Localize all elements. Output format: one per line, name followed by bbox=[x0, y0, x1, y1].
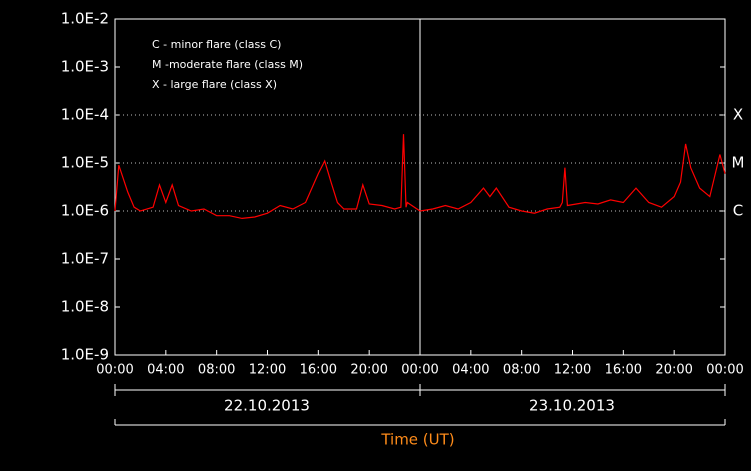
legend-text: M -moderate flare (class M) bbox=[152, 58, 303, 71]
x-tick-label: 16:00 bbox=[300, 363, 337, 378]
legend-text: X - large flare (class X) bbox=[152, 78, 277, 91]
y-tick-label: 1.0E-7 bbox=[61, 250, 109, 268]
day-label: 22.10.2013 bbox=[224, 397, 310, 415]
day-brackets bbox=[114, 384, 726, 426]
x-tick-label: 20:00 bbox=[655, 363, 692, 378]
flux-line bbox=[114, 134, 726, 220]
class-label: M bbox=[732, 154, 745, 172]
y-tick-label: 1.0E-5 bbox=[61, 154, 109, 172]
x-tick-label: 20:00 bbox=[350, 363, 387, 378]
class-label: C bbox=[733, 202, 743, 220]
y-tick-label: 1.0E-3 bbox=[61, 58, 109, 76]
x-tick-label: 00:00 bbox=[96, 363, 133, 378]
x-tick-label: 00:00 bbox=[706, 363, 743, 378]
x-tick-label: 12:00 bbox=[249, 363, 286, 378]
x-tick-label: 08:00 bbox=[503, 363, 540, 378]
legend-text: C - minor flare (class C) bbox=[152, 38, 281, 51]
x-tick-label: 04:00 bbox=[452, 363, 489, 378]
x-tick-label: 08:00 bbox=[198, 363, 235, 378]
x-tick-label: 04:00 bbox=[147, 363, 184, 378]
y-tick-label: 1.0E-8 bbox=[61, 298, 109, 316]
y-tick-label: 1.0E-2 bbox=[61, 10, 109, 28]
day-label: 23.10.2013 bbox=[529, 397, 615, 415]
x-tick-label: 00:00 bbox=[401, 363, 438, 378]
y-tick-label: 1.0E-6 bbox=[61, 202, 109, 220]
y-tick-label: 1.0E-4 bbox=[61, 106, 109, 124]
x-tick-label: 16:00 bbox=[605, 363, 642, 378]
x-axis-label: Time (UT) bbox=[380, 431, 454, 449]
class-label: X bbox=[733, 106, 743, 124]
x-tick-label: 12:00 bbox=[554, 363, 591, 378]
y-tick-label: 1.0E-9 bbox=[61, 346, 109, 364]
